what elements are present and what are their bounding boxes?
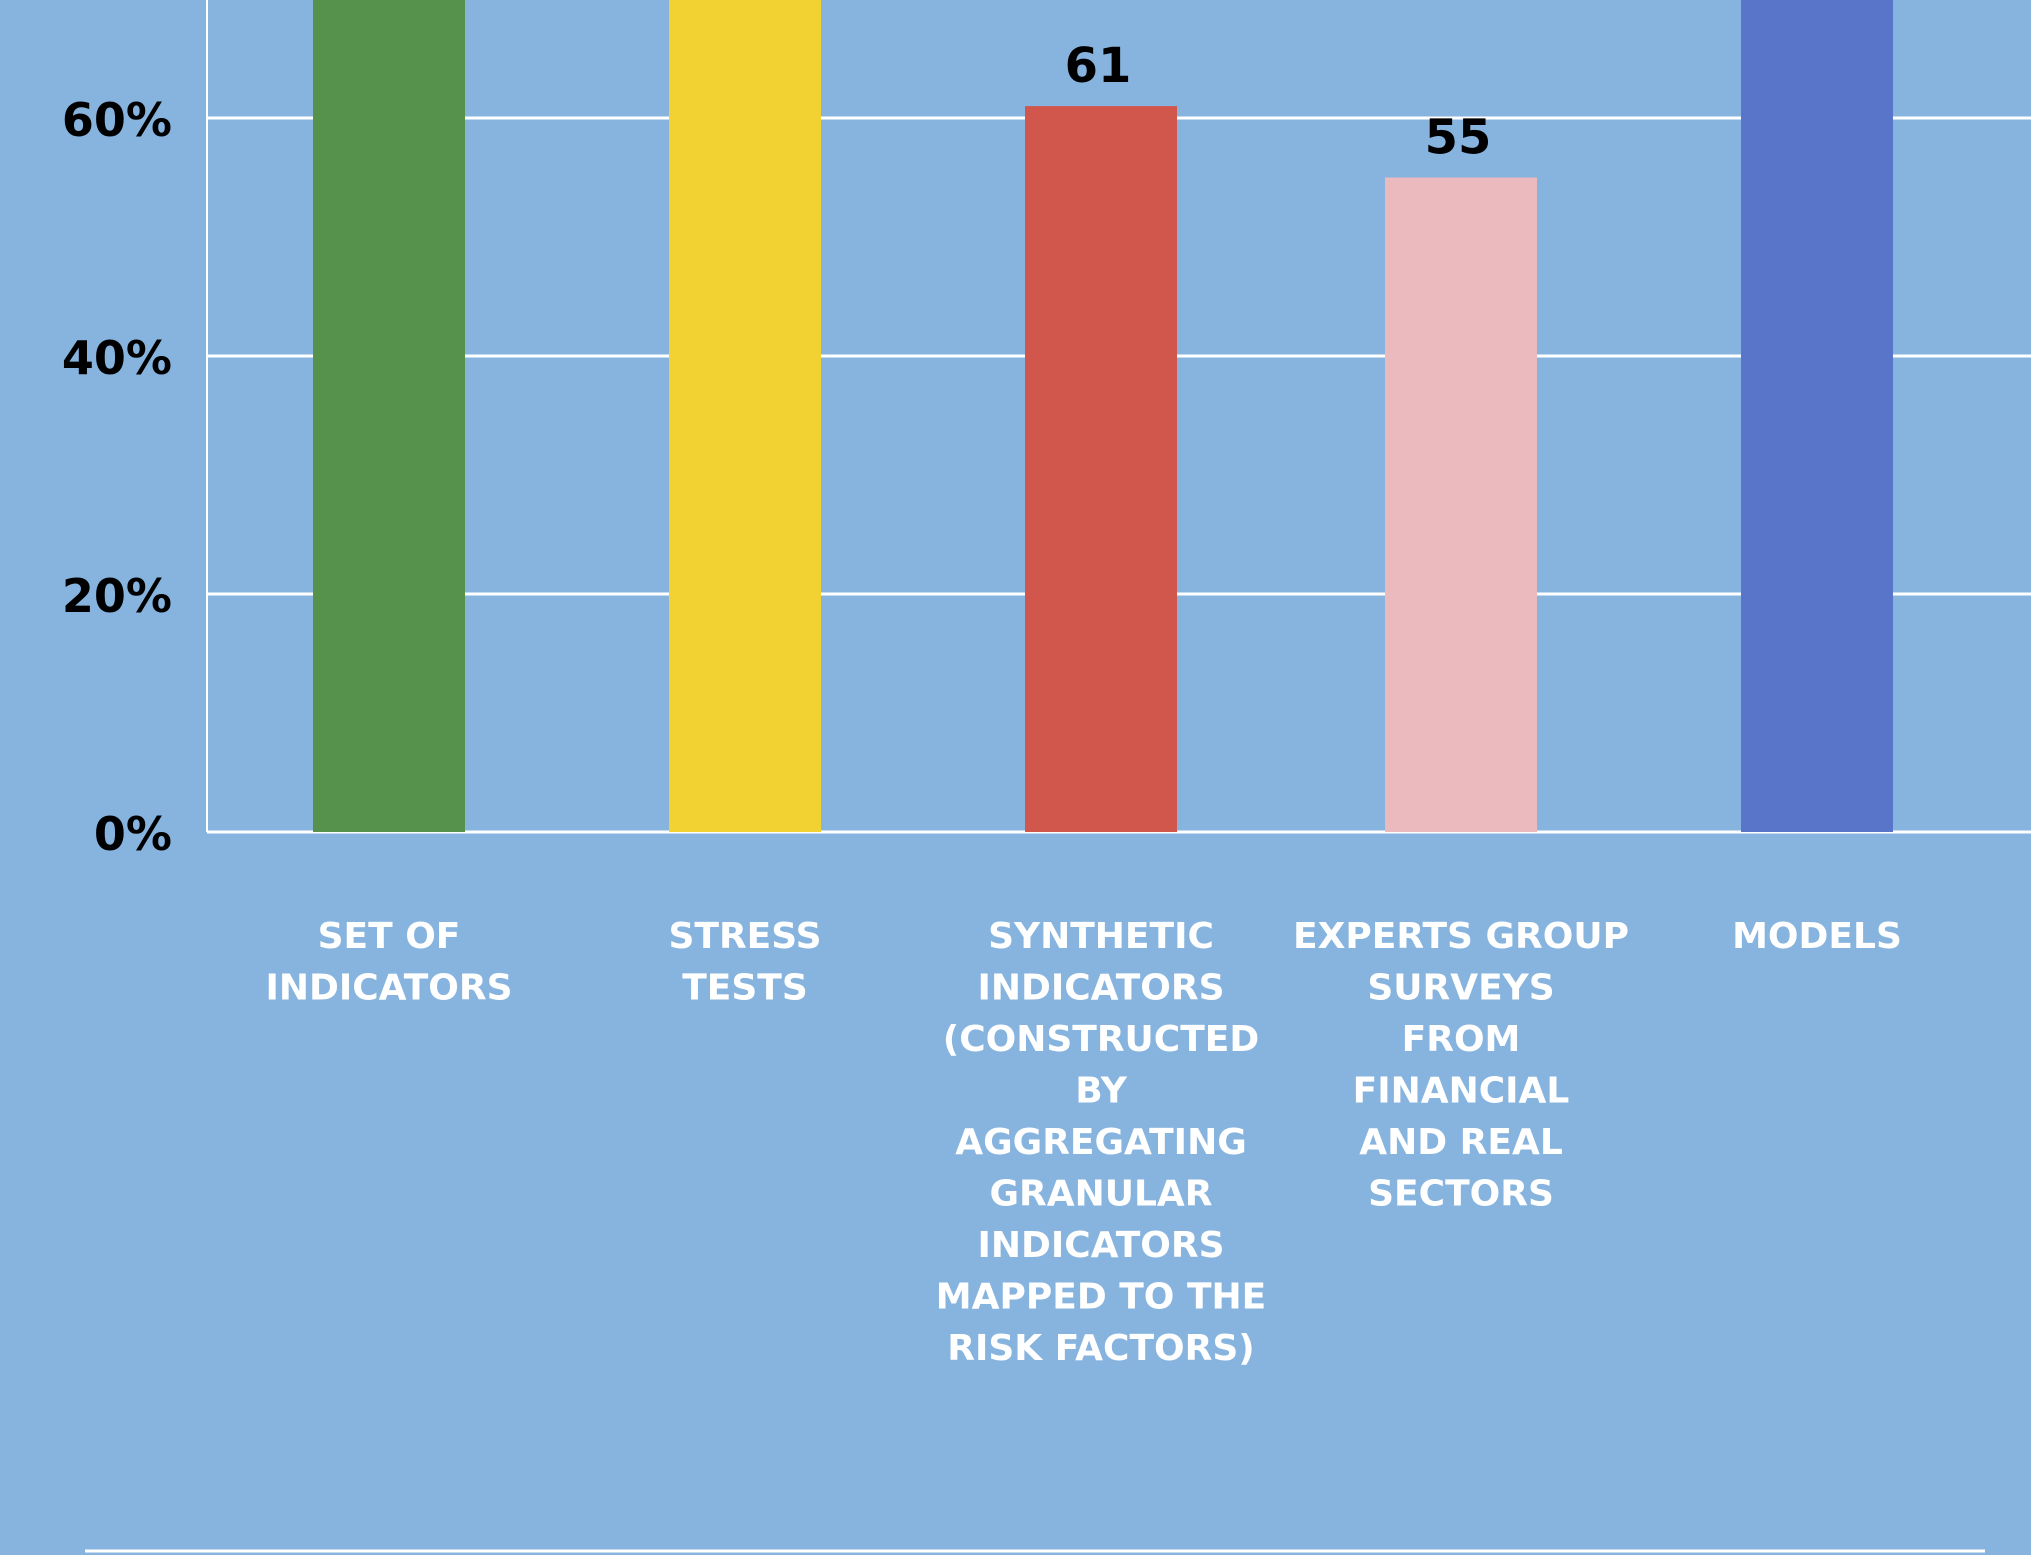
x-category-label-line: RISK FACTORS) [947, 1328, 1254, 1369]
bar [1025, 106, 1177, 833]
x-category-label: SYNTHETIC INDICATORS (CONSTRUCTED BY AGGREGA… [936, 916, 1266, 1369]
x-category-label-line: MAPPED TO THE [936, 1277, 1266, 1318]
x-category-label-line: SECTORS [1368, 1174, 1554, 1215]
bar-value-label: 55 [1425, 110, 1492, 166]
x-category-label-line: INDICATORS [977, 968, 1224, 1009]
y-tick-label: 60% [62, 93, 172, 147]
bar [1741, 0, 1893, 832]
x-category-label: MODELS [1732, 916, 1902, 957]
bar [669, 0, 821, 832]
bar [313, 0, 465, 832]
x-category-label-line: INDICATORS [265, 968, 512, 1009]
y-axis-tick-labels: 0% 20% 40% 60% [62, 93, 172, 861]
y-tick-label: 40% [62, 331, 172, 385]
bar-value-labels: 61 55 [1065, 38, 1492, 165]
x-category-label-line: AGGREGATING [955, 1122, 1247, 1163]
x-category-label-line: EXPERTS GROUP [1293, 916, 1629, 957]
bar [1385, 177, 1537, 832]
x-category-label-line: STRESS [668, 916, 821, 957]
x-category-label-line: AND REAL [1359, 1122, 1563, 1163]
x-category-label-line: MODELS [1732, 916, 1902, 957]
x-category-label: EXPERTS GROUP SURVEYS FROM FINANCIAL AND REA… [1293, 916, 1629, 1215]
x-category-label-line: SURVEYS [1367, 968, 1554, 1009]
x-category-label-line: TESTS [682, 968, 808, 1009]
y-tick-label: 0% [94, 807, 172, 861]
x-category-label-line: FROM [1402, 1019, 1521, 1060]
x-category-label-line: SET OF [318, 916, 461, 957]
x-category-label: STRESS TESTS [668, 916, 821, 1009]
x-category-label: SET OF INDICATORS [265, 916, 512, 1009]
bar-value-label: 61 [1065, 38, 1132, 94]
x-category-label-line: BY [1075, 1071, 1127, 1112]
x-category-label-line: GRANULAR [989, 1174, 1212, 1215]
bars [313, 0, 1893, 833]
x-axis-category-labels: SET OF INDICATORS STRESS TESTS SYNTHETIC INDI… [265, 916, 1901, 1369]
x-category-label-line: (CONSTRUCTED [943, 1019, 1260, 1060]
y-tick-label: 20% [62, 569, 172, 623]
x-category-label-line: FINANCIAL [1353, 1071, 1570, 1112]
x-category-label-line: SYNTHETIC [988, 916, 1214, 957]
x-category-label-line: INDICATORS [977, 1225, 1224, 1266]
